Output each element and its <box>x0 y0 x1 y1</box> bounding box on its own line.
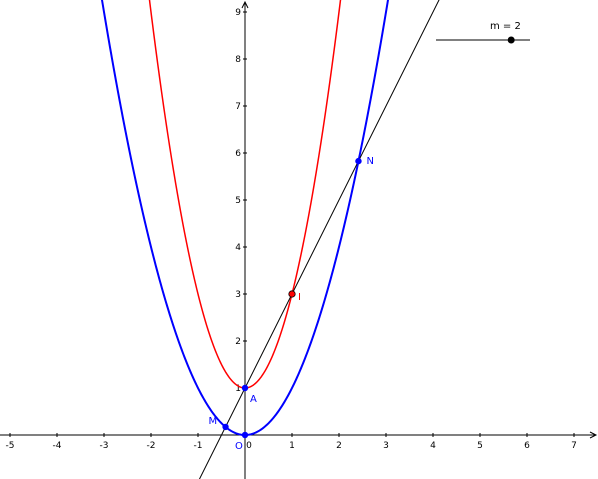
point-o-label: O <box>235 441 243 452</box>
point-n[interactable] <box>355 157 362 165</box>
slider-knob[interactable] <box>507 36 515 44</box>
point-o[interactable] <box>241 431 249 439</box>
point-i[interactable] <box>288 290 296 298</box>
x-tick-label: -5 <box>6 441 15 451</box>
x-tick-label: 6 <box>524 441 530 451</box>
y-tick-label: 9 <box>235 8 241 18</box>
x-tick-label: 2 <box>336 441 342 451</box>
x-tick-label: -1 <box>194 441 203 451</box>
x-tick-label: -3 <box>100 441 109 451</box>
x-tick-label: 0 <box>246 441 252 451</box>
point-i-label: I <box>298 292 301 303</box>
slider-m[interactable]: m = 2 <box>436 21 530 44</box>
y-tick-label: 5 <box>235 196 241 206</box>
x-tick-label: 3 <box>383 441 389 451</box>
x-tick-label: 5 <box>477 441 483 451</box>
point-a[interactable] <box>241 384 249 392</box>
x-tick-label: -2 <box>147 441 156 451</box>
x-tick-label: 1 <box>289 441 295 451</box>
y-tick-label: 3 <box>235 290 241 300</box>
x-tick-label: 4 <box>430 441 436 451</box>
x-tick-label: 7 <box>571 441 577 451</box>
lines <box>193 0 444 479</box>
y-tick-label: 2 <box>235 337 241 347</box>
y-tick-label: 6 <box>235 149 241 159</box>
line-through-a-and-i[interactable] <box>193 0 444 479</box>
y-tick-label: 7 <box>235 102 241 112</box>
point-a-label: A <box>250 394 257 405</box>
x-axis-arrow-icon <box>589 431 598 439</box>
x-tick-label: -4 <box>53 441 62 451</box>
point-n-label: N <box>366 156 373 167</box>
y-tick-label: 1 <box>235 384 241 394</box>
y-tick-label: 8 <box>235 55 241 65</box>
point-m[interactable] <box>222 423 229 431</box>
point-m-label: M <box>209 416 218 427</box>
y-tick-label: 4 <box>235 243 241 253</box>
points: A I N M O <box>209 156 374 452</box>
y-axis-arrow-icon <box>241 0 249 9</box>
slider-label: m = 2 <box>490 21 521 32</box>
